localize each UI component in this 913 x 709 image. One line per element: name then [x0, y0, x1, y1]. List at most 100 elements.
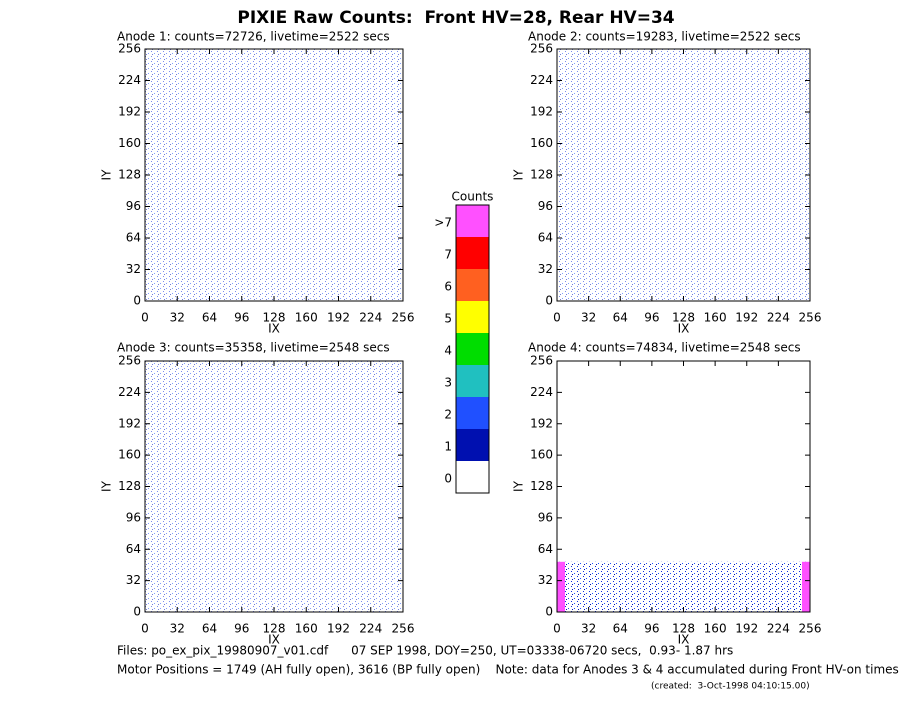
y-tick-label: 160	[118, 448, 141, 462]
heatmap-texture	[557, 49, 810, 301]
colorbar-label: 3	[444, 376, 452, 390]
footer-created: (created: 3-Oct-1998 04:10:15.00)	[651, 682, 810, 692]
x-tick-label: 224	[359, 622, 382, 636]
x-tick-label: 0	[553, 622, 561, 636]
y-tick-label: 192	[118, 105, 141, 119]
x-tick-label: 64	[613, 311, 628, 325]
y-axis-label: IY	[100, 169, 114, 181]
y-tick-label: 224	[530, 73, 553, 87]
colorbar-swatch	[456, 397, 489, 429]
x-tick-label: 192	[327, 311, 350, 325]
x-tick-label: 0	[141, 311, 149, 325]
x-tick-label: 0	[141, 622, 149, 636]
page-title: PIXIE Raw Counts: Front HV=28, Rear HV=3…	[237, 8, 674, 28]
y-tick-label: 32	[126, 262, 141, 276]
colorbar-swatch	[456, 333, 489, 365]
x-tick-label: 128	[263, 311, 286, 325]
x-tick-label: 64	[202, 311, 217, 325]
footer-line: Files: po_ex_pix_19980907_v01.cdf 07 SEP…	[117, 644, 733, 658]
heatmap-texture	[557, 561, 810, 612]
x-axis-label: IX	[678, 322, 690, 336]
y-tick-label: 96	[538, 510, 553, 524]
y-tick-label: 128	[118, 168, 141, 182]
colorbar-title: Counts	[452, 190, 494, 204]
y-tick-label: 64	[126, 231, 141, 245]
x-tick-label: 160	[704, 622, 727, 636]
panel-title: Anode 4: counts=74834, livetime=2548 sec…	[528, 341, 801, 355]
y-tick-label: 160	[118, 136, 141, 150]
x-tick-label: 128	[263, 622, 286, 636]
y-tick-label: 32	[126, 573, 141, 587]
y-tick-label: 160	[530, 448, 553, 462]
x-tick-label: 224	[767, 622, 790, 636]
x-tick-label: 32	[581, 622, 596, 636]
x-tick-label: 256	[392, 311, 415, 325]
colorbar-label: 2	[444, 408, 452, 422]
y-tick-label: 192	[530, 105, 553, 119]
panel-title: Anode 2: counts=19283, livetime=2522 sec…	[528, 30, 801, 44]
y-tick-label: 256	[118, 42, 141, 56]
y-tick-label: 64	[126, 542, 141, 556]
x-tick-label: 192	[327, 622, 350, 636]
y-tick-label: 224	[530, 385, 553, 399]
y-tick-label: 0	[545, 605, 553, 619]
y-tick-label: 32	[538, 573, 553, 587]
colorbar-swatch	[456, 237, 489, 269]
footer-line: Motor Positions = 1749 (AH fully open), …	[117, 663, 899, 677]
y-tick-label: 128	[530, 168, 553, 182]
colorbar-label: 7	[444, 248, 452, 262]
x-tick-label: 192	[735, 622, 758, 636]
colorbar-label: 0	[444, 472, 452, 486]
x-tick-label: 160	[295, 311, 318, 325]
x-tick-label: 96	[234, 311, 249, 325]
y-tick-label: 32	[538, 262, 553, 276]
colorbar-label: 5	[444, 312, 452, 326]
y-tick-label: 192	[530, 416, 553, 430]
y-axis-label: IY	[512, 169, 526, 181]
x-tick-label: 256	[799, 622, 822, 636]
x-tick-label: 96	[234, 622, 249, 636]
x-tick-label: 192	[735, 311, 758, 325]
y-tick-label: 128	[530, 479, 553, 493]
panel-title: Anode 1: counts=72726, livetime=2522 sec…	[117, 30, 390, 44]
heatmap-edge	[557, 561, 565, 612]
x-tick-label: 0	[553, 311, 561, 325]
heatmap-texture	[145, 49, 403, 301]
colorbar-swatch	[456, 365, 489, 397]
colorbar-swatch	[456, 429, 489, 461]
x-tick-label: 256	[392, 622, 415, 636]
x-tick-label: 32	[170, 622, 185, 636]
colorbar-label: 6	[444, 280, 452, 294]
x-tick-label: 32	[581, 311, 596, 325]
y-tick-label: 256	[118, 354, 141, 368]
colorbar-frame	[455, 204, 490, 494]
y-tick-label: 224	[118, 73, 141, 87]
y-tick-label: 160	[530, 136, 553, 150]
x-tick-label: 128	[672, 622, 695, 636]
y-tick-label: 224	[118, 385, 141, 399]
colorbar-swatch	[456, 301, 489, 333]
x-tick-label: 224	[767, 311, 790, 325]
x-tick-label: 96	[644, 311, 659, 325]
x-tick-label: 224	[359, 311, 382, 325]
colorbar-swatch	[456, 269, 489, 301]
colorbar-swatch	[456, 461, 489, 493]
y-tick-label: 0	[133, 294, 141, 308]
y-tick-label: 64	[538, 231, 553, 245]
x-axis-label: IX	[268, 633, 280, 647]
x-tick-label: 160	[704, 311, 727, 325]
x-tick-label: 96	[644, 622, 659, 636]
x-tick-label: 160	[295, 622, 318, 636]
x-axis-label: IX	[268, 322, 280, 336]
colorbar-label: >7	[434, 216, 452, 230]
y-tick-label: 128	[118, 479, 141, 493]
y-tick-label: 0	[545, 294, 553, 308]
y-tick-label: 64	[538, 542, 553, 556]
x-tick-label: 128	[672, 311, 695, 325]
colorbar-label: 1	[444, 440, 452, 454]
y-axis-label: IY	[100, 480, 114, 492]
x-tick-label: 64	[613, 622, 628, 636]
colorbar-label: 4	[444, 344, 452, 358]
